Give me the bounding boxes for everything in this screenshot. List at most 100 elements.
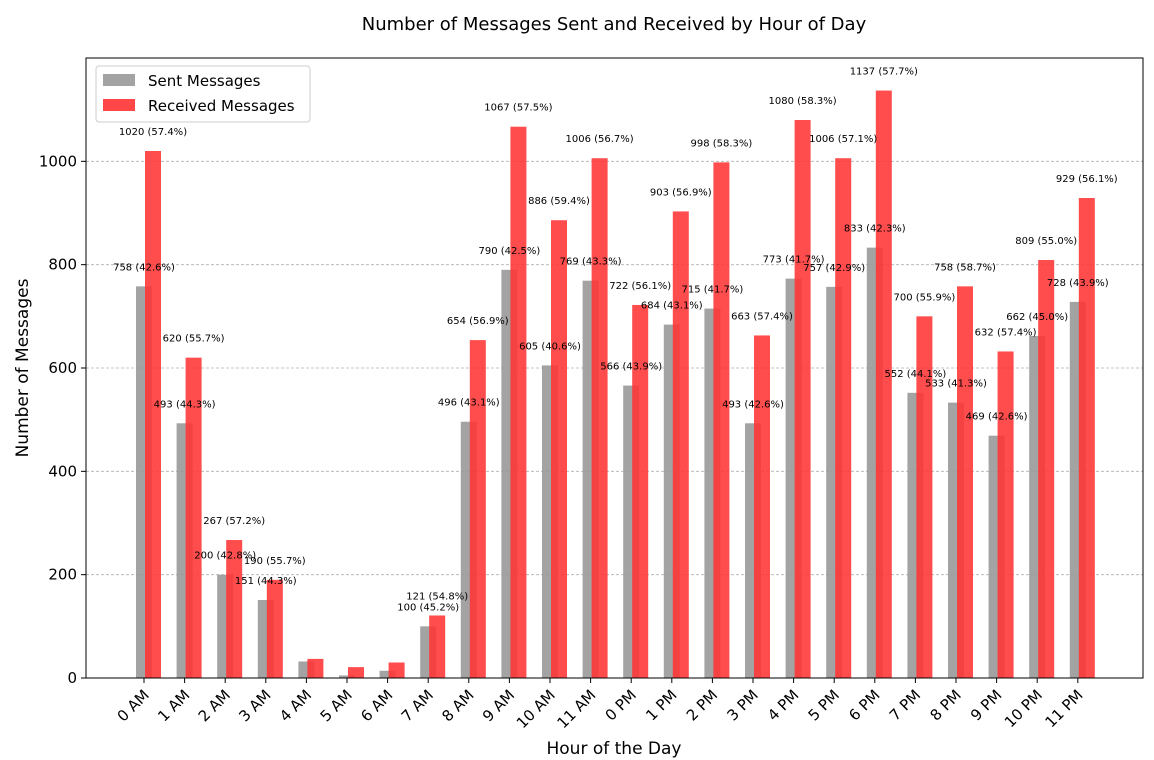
data-label-received-9: 1067 (57.5%) — [484, 103, 552, 114]
x-axis: 0 AM 1 AM 2 AM 3 AM 4 AM 5 AM 6 AM 7 AM 8 AM 9 AM… — [114, 678, 1087, 732]
x-tick-label: 0 PM — [602, 686, 640, 724]
data-label-received-17: 1006 (57.1%) — [809, 134, 877, 145]
x-tick-label: 5 PM — [805, 686, 843, 724]
y-tick-label: 200 — [48, 566, 77, 584]
data-label-sent-12: 566 (43.9%) — [600, 362, 662, 373]
x-tick-label: 10 AM — [513, 686, 559, 732]
x-tick-label: 4 PM — [764, 686, 802, 724]
data-label-sent-11: 769 (43.3%) — [560, 257, 622, 268]
x-tick-label: 10 PM — [1001, 686, 1046, 731]
bar-received-19 — [916, 316, 933, 678]
data-label-received-21: 632 (57.4%) — [975, 327, 1037, 338]
data-label-received-19: 700 (55.9%) — [893, 292, 955, 303]
y-tick-label: 600 — [48, 359, 77, 377]
data-label-sent-15: 493 (42.6%) — [722, 399, 784, 410]
data-label-sent-16: 773 (41.7%) — [763, 255, 825, 266]
bar-received-20 — [957, 286, 973, 678]
data-label-received-13: 903 (56.9%) — [650, 187, 712, 198]
legend-swatch-sent — [103, 74, 135, 86]
data-label-sent-7: 100 (45.2%) — [397, 602, 459, 613]
x-tick-label: 7 AM — [398, 686, 437, 725]
legend-label-sent: Sent Messages — [148, 72, 261, 90]
data-label-sent-20: 533 (41.3%) — [925, 379, 987, 390]
bar-sent-5 — [339, 675, 355, 678]
bar-received-0 — [145, 151, 161, 678]
bar-received-12 — [632, 304, 649, 678]
data-label-sent-8: 496 (43.1%) — [438, 398, 500, 409]
data-label-sent-2: 200 (42.8%) — [194, 551, 256, 562]
x-tick-label: 4 AM — [276, 686, 315, 725]
data-label-received-8: 654 (56.9%) — [447, 316, 509, 327]
bars — [136, 90, 1095, 679]
bar-received-23 — [1078, 198, 1095, 678]
bar-received-18 — [875, 90, 892, 679]
bar-received-10 — [551, 220, 567, 678]
y-axis: 0 200 400 600 800 1000 — [39, 152, 86, 687]
bar-received-5 — [348, 667, 364, 678]
x-tick-label: 5 AM — [317, 686, 356, 725]
data-label-received-3: 190 (55.7%) — [244, 556, 306, 567]
x-tick-label: 3 PM — [723, 686, 761, 724]
y-axis-label: Number of Messages — [13, 278, 33, 457]
data-label-received-15: 663 (57.4%) — [731, 311, 793, 322]
data-label-received-0: 1020 (57.4%) — [119, 127, 187, 138]
chart-title: Number of Messages Sent and Received by … — [362, 14, 867, 35]
x-tick-label: 8 PM — [926, 686, 964, 724]
data-label-sent-23: 728 (43.9%) — [1047, 278, 1109, 289]
bar-received-16 — [794, 120, 811, 678]
data-label-sent-3: 151 (44.3%) — [235, 576, 297, 587]
data-label-sent-9: 790 (42.5%) — [478, 246, 540, 257]
bar-received-15 — [754, 335, 770, 678]
data-label-sent-13: 684 (43.1%) — [641, 301, 703, 312]
x-tick-label: 9 PM — [967, 686, 1005, 724]
bar-received-11 — [591, 158, 608, 678]
data-label-received-20: 758 (58.7%) — [934, 262, 996, 273]
x-tick-label: 2 PM — [683, 686, 721, 724]
y-tick-label: 1000 — [39, 152, 77, 170]
bar-received-8 — [469, 340, 486, 678]
y-tick-label: 0 — [67, 669, 77, 687]
data-label-received-1: 620 (55.7%) — [163, 334, 225, 345]
data-labels: 758 (42.6%) 1020 (57.4%) 493 (44.3%) 620 (5… — [113, 67, 1118, 614]
data-label-sent-0: 758 (42.6%) — [113, 262, 175, 273]
data-label-received-12: 722 (56.1%) — [609, 281, 671, 292]
bar-received-13 — [672, 211, 689, 678]
data-label-received-14: 998 (58.3%) — [690, 138, 752, 149]
bar-received-1 — [185, 357, 202, 678]
y-tick-label: 800 — [48, 256, 77, 274]
data-label-received-16: 1080 (58.3%) — [768, 96, 836, 107]
bar-received-4 — [307, 658, 324, 678]
x-tick-label: 6 AM — [357, 686, 396, 725]
legend: Sent Messages Received Messages — [95, 65, 311, 123]
bar-received-2 — [226, 540, 243, 678]
bar-received-14 — [713, 162, 730, 678]
data-label-received-22: 809 (55.0%) — [1015, 236, 1077, 247]
y-tick-label: 400 — [48, 462, 77, 480]
data-label-received-7: 121 (54.8%) — [406, 591, 468, 602]
bar-received-3 — [266, 579, 283, 678]
data-label-sent-18: 833 (42.3%) — [844, 224, 906, 235]
legend-box — [95, 65, 311, 123]
legend-label-received: Received Messages — [148, 97, 295, 115]
data-label-sent-1: 493 (44.3%) — [154, 399, 216, 410]
bar-sent-6 — [379, 670, 396, 678]
x-tick-label: 0 AM — [114, 686, 153, 725]
data-label-received-10: 886 (59.4%) — [528, 196, 590, 207]
x-axis-label: Hour of the Day — [546, 739, 681, 759]
data-label-received-23: 929 (56.1%) — [1056, 174, 1118, 185]
x-tick-label: 8 AM — [438, 686, 477, 725]
data-label-received-11: 1006 (56.7%) — [565, 134, 633, 145]
data-label-sent-10: 605 (40.6%) — [519, 341, 581, 352]
data-label-sent-14: 715 (41.7%) — [681, 285, 743, 296]
x-tick-label: 2 AM — [195, 686, 234, 725]
bar-received-9 — [510, 126, 527, 678]
bar-received-6 — [388, 662, 405, 678]
data-label-received-18: 1137 (57.7%) — [850, 67, 918, 78]
x-tick-label: 11 PM — [1041, 686, 1086, 731]
bar-received-17 — [835, 158, 852, 678]
data-label-sent-19: 552 (44.1%) — [884, 369, 946, 380]
data-label-sent-22: 662 (45.0%) — [1006, 312, 1068, 323]
x-tick-label: 11 AM — [553, 686, 599, 732]
data-label-sent-17: 757 (42.9%) — [803, 263, 865, 274]
